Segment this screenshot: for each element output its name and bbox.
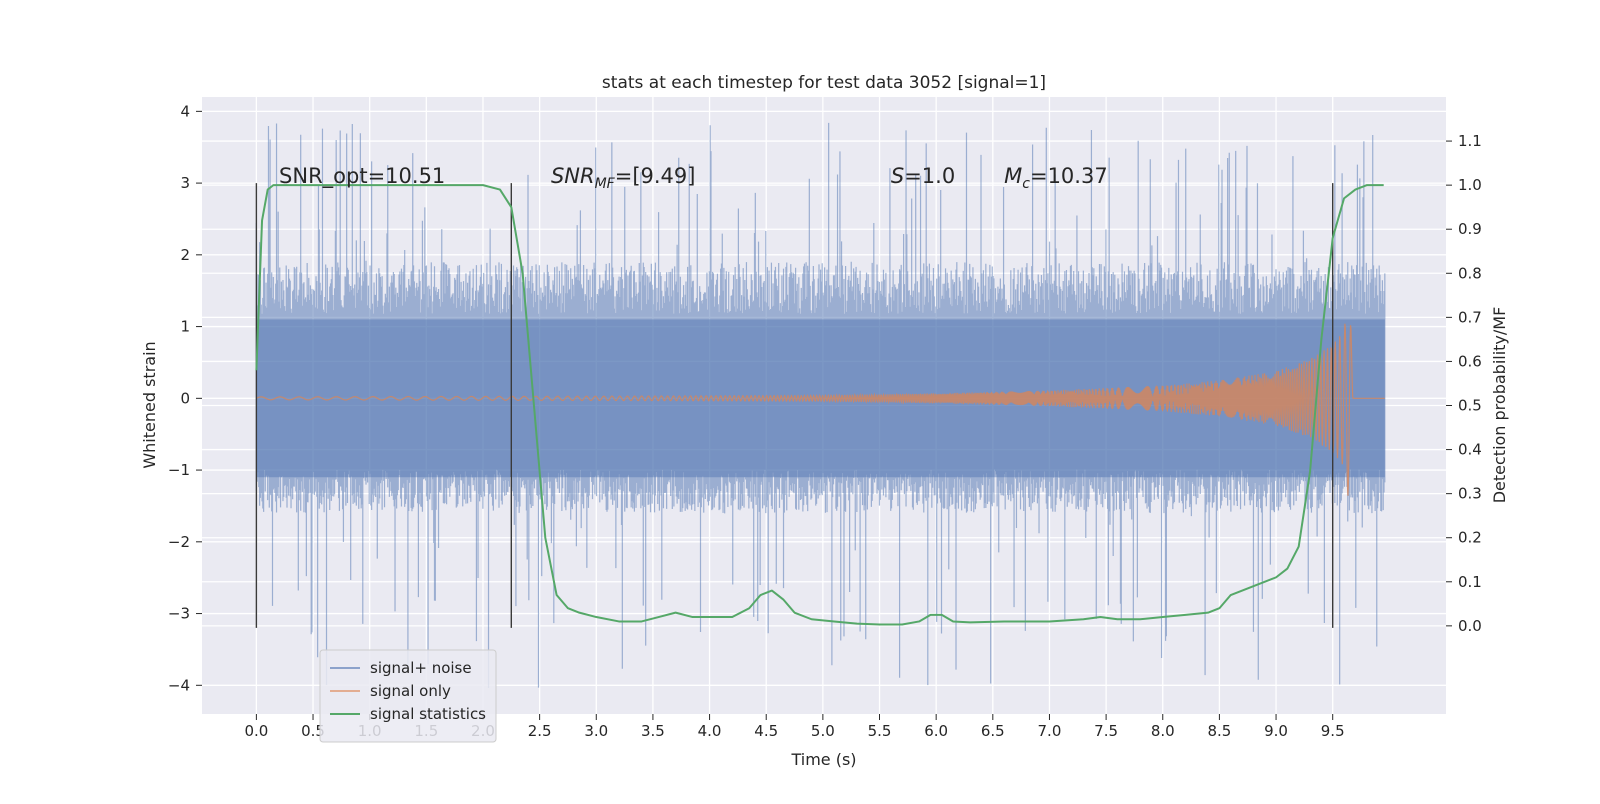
x-tick-label: 3.0: [584, 722, 608, 740]
x-tick-label: 8.0: [1151, 722, 1175, 740]
annotation-text: SNR_opt=10.51: [279, 164, 445, 189]
y-tick-label-left: 4: [180, 102, 190, 120]
y-tick-label-right: 0.3: [1458, 485, 1482, 503]
annotation-text: SNRMF=[9.49]: [551, 164, 696, 192]
legend-label: signal only: [370, 682, 451, 700]
y-tick-label-left: −3: [168, 605, 190, 623]
legend-label: signal statistics: [370, 705, 486, 723]
legend-label: signal+ noise: [370, 659, 472, 677]
series-signal-statistics: [255, 184, 1384, 626]
annotations: SNR_opt=10.51 SNRMF=[9.49] S=1.0 Mc=10.37: [279, 164, 1108, 192]
y-tick-label-right: 0.9: [1458, 220, 1482, 238]
x-tick-label: 8.5: [1207, 722, 1231, 740]
y-tick-label-left: 1: [180, 318, 190, 336]
y-axis-label-right: Detection probability/MF: [1490, 307, 1509, 504]
y-tick-label-right: 0.4: [1458, 441, 1482, 459]
y-tick-label-right: 0.2: [1458, 529, 1482, 547]
y-tick-label-left: 3: [180, 174, 190, 192]
series-layer: [255, 122, 1386, 689]
annotation-text: Mc=10.37: [1004, 164, 1108, 192]
x-tick-label: 2.5: [528, 722, 552, 740]
x-tick-label: 3.5: [641, 722, 665, 740]
axes: 0.00.51.01.52.02.53.03.54.04.55.05.56.06…: [168, 102, 1482, 740]
y-tick-label-right: 1.0: [1458, 176, 1482, 194]
chart-title: stats at each timestep for test data 305…: [602, 73, 1046, 93]
y-tick-label-right: 0.6: [1458, 352, 1482, 370]
y-tick-label-right: 0.7: [1458, 308, 1482, 326]
x-tick-label: 4.0: [698, 722, 722, 740]
y-tick-label-right: 0.8: [1458, 264, 1482, 282]
x-tick-label: 0.5: [301, 722, 325, 740]
y-tick-label-right: 1.1: [1458, 132, 1482, 150]
x-tick-label: 4.5: [754, 722, 778, 740]
x-tick-label: 7.0: [1038, 722, 1062, 740]
y-tick-label-right: 0.5: [1458, 397, 1482, 415]
x-tick-label: 0.0: [244, 722, 268, 740]
x-tick-label: 5.0: [811, 722, 835, 740]
x-tick-label: 5.5: [868, 722, 892, 740]
y-tick-label-left: 2: [180, 246, 190, 264]
x-tick-label: 9.0: [1264, 722, 1288, 740]
x-axis-label: Time (s): [790, 750, 856, 769]
y-tick-label-left: −2: [168, 533, 190, 551]
x-tick-label: 9.5: [1321, 722, 1345, 740]
y-tick-label-left: −4: [168, 676, 190, 694]
annotation-text: S=1.0: [891, 164, 955, 188]
y-tick-label-left: −1: [168, 461, 190, 479]
y-tick-label-left: 0: [180, 389, 190, 407]
y-tick-label-right: 0.1: [1458, 573, 1482, 591]
y-axis-label-left: Whitened strain: [140, 341, 159, 468]
x-tick-label: 6.0: [924, 722, 948, 740]
x-tick-label: 6.5: [981, 722, 1005, 740]
series-signal-only: [256, 323, 1385, 496]
y-tick-label-right: 0.0: [1458, 617, 1482, 635]
legend-box: [319, 649, 497, 743]
x-tick-label: 7.5: [1094, 722, 1118, 740]
legend: signal+ noise signal only signal statistic…: [319, 649, 497, 743]
